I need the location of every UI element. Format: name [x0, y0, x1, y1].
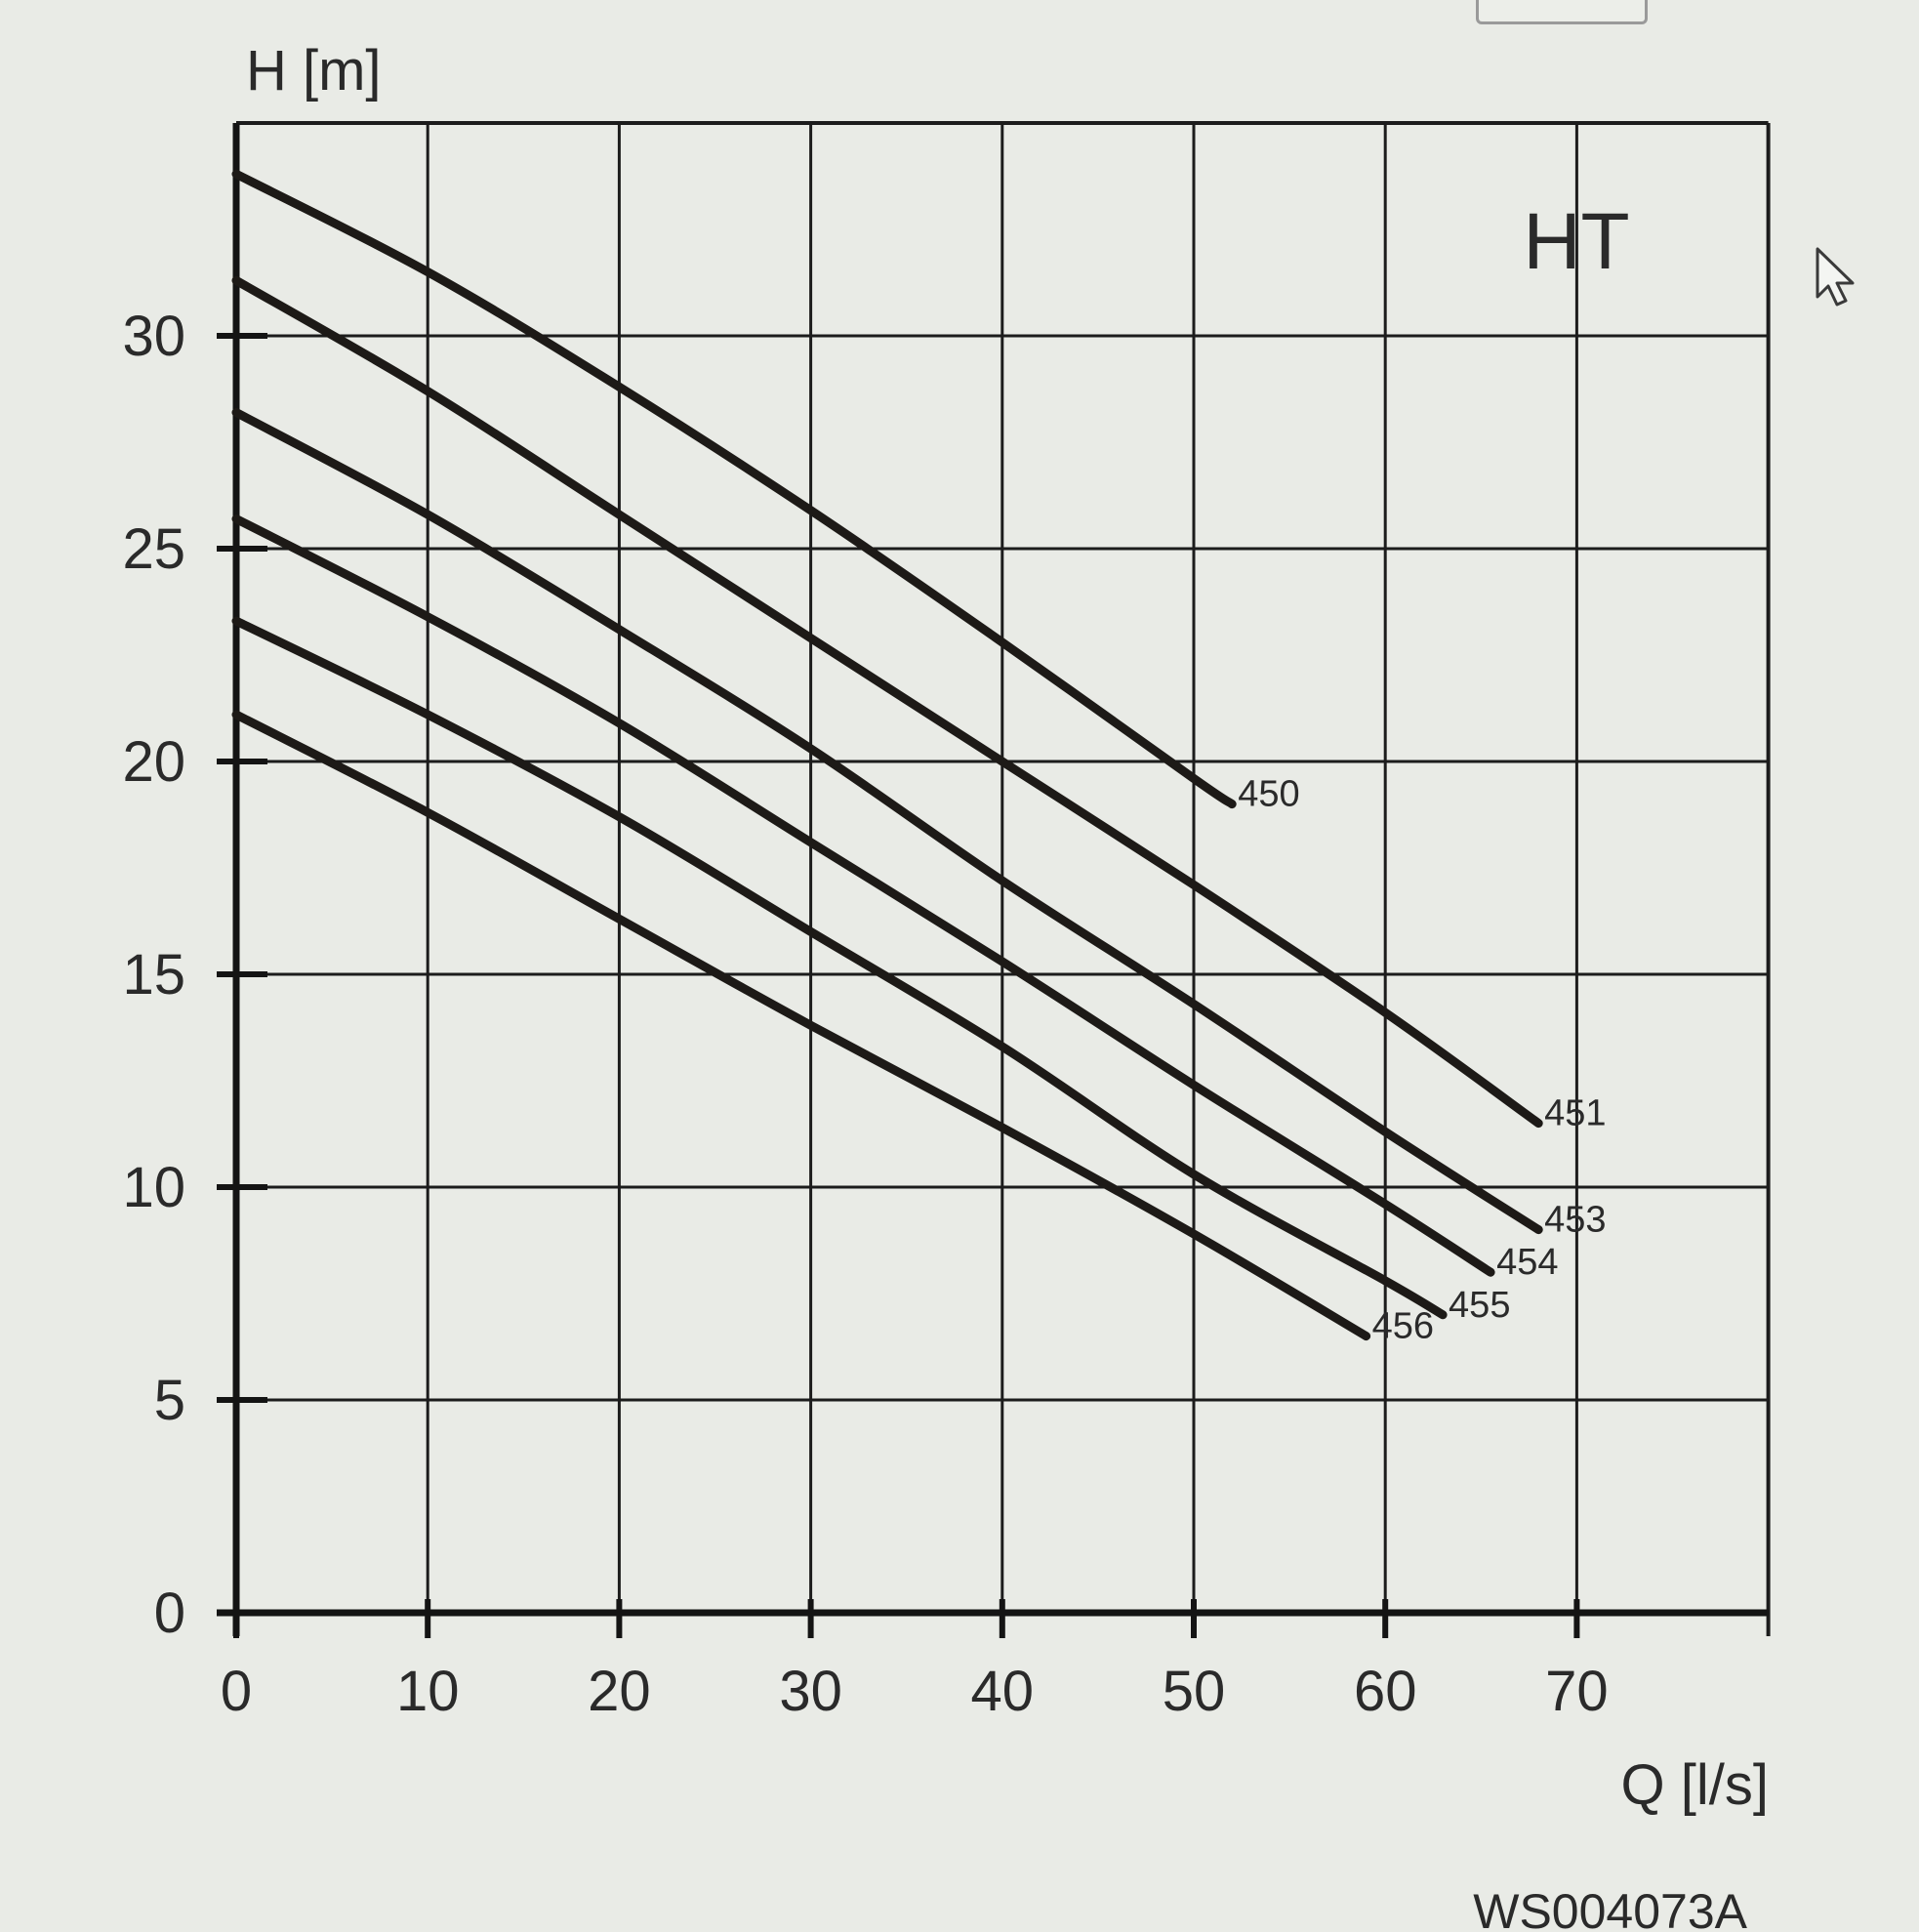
figure-code: WS004073A — [1473, 1884, 1747, 1932]
series-curve-453 — [231, 408, 1543, 1235]
series-curve-450 — [231, 169, 1237, 809]
series-curve-451 — [231, 275, 1543, 1129]
x-tick-label-10: 10 — [396, 1660, 460, 1723]
series-label-451: 451 — [1544, 1093, 1606, 1134]
series-curves — [231, 169, 1543, 1341]
y-tick-label-5: 5 — [154, 1369, 185, 1432]
y-axis-label: H [m] — [246, 39, 382, 103]
series-label-450: 450 — [1238, 774, 1299, 815]
chart-title: HT — [1523, 197, 1629, 286]
window-control-box[interactable] — [1476, 0, 1648, 24]
series-label-454: 454 — [1496, 1242, 1558, 1283]
y-tick-label-0: 0 — [154, 1582, 185, 1645]
series-label-456: 456 — [1372, 1306, 1434, 1347]
series-curve-454 — [231, 514, 1495, 1277]
x-tick-label-30: 30 — [779, 1660, 842, 1723]
y-tick-label-25: 25 — [122, 517, 185, 581]
x-tick-label-60: 60 — [1354, 1660, 1417, 1723]
series-label-453: 453 — [1544, 1200, 1606, 1241]
series-curve-456 — [231, 710, 1371, 1341]
y-tick-label-10: 10 — [122, 1156, 185, 1219]
series-curve-455 — [231, 616, 1448, 1320]
mouse-cursor-icon — [1816, 247, 1855, 307]
x-tick-label-70: 70 — [1545, 1660, 1609, 1723]
y-tick-label-30: 30 — [122, 305, 185, 368]
series-label-455: 455 — [1449, 1285, 1510, 1326]
labels: 0 10 20 30 40 50 60 70 0 5 10 15 20 25 30 H [m] Q [l/s] H… — [122, 39, 1769, 1932]
y-tick-label-20: 20 — [122, 730, 185, 794]
x-tick-label-40: 40 — [971, 1660, 1035, 1723]
x-axis-label: Q [l/s] — [1621, 1753, 1769, 1817]
y-tick-label-15: 15 — [122, 943, 185, 1007]
grid — [217, 121, 1771, 1638]
x-tick-label-20: 20 — [588, 1660, 651, 1723]
x-tick-label-0: 0 — [221, 1660, 252, 1723]
x-tick-label-50: 50 — [1163, 1660, 1226, 1723]
